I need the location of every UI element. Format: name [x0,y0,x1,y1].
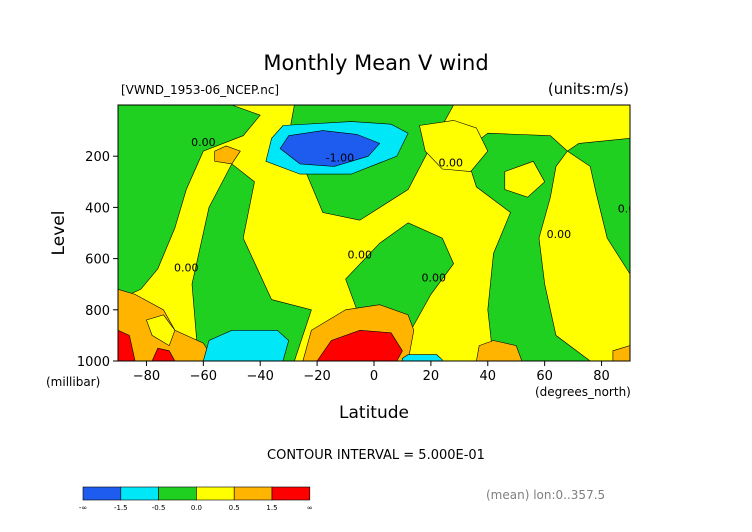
contour-label-3: 0.00 [439,156,464,169]
contour-label-7: 0.00 [348,249,373,262]
x-tick-label: −40 [247,369,274,384]
legend-label: 0.0 [191,504,202,512]
legend-swatch [82,486,122,501]
x-tick-label: 60 [536,369,553,384]
contour-region-15 [476,340,523,361]
contour-interval-label: CONTOUR INTERVAL = 5.000E-01 [267,448,485,463]
x-units-label: (degrees_north) [535,385,631,399]
x-tick-label: 80 [593,369,610,384]
y-tick-label: 600 [85,253,110,268]
legend-label: -∞ [79,504,87,512]
legend-swatch [120,486,159,501]
legend-swatch [271,486,311,501]
dataset-label: [VWND_1953-06_NCEP.nc] [121,83,279,97]
legend-label: -1.5 [114,504,128,512]
x-axis-label: Latitude [339,403,409,423]
contour-region-20 [402,354,443,361]
plot-area: 0.00 0.00 -1.00 0.00 0.00 0.00 0.00 0.00 0.00 [117,95,643,362]
contour-label-8: 0.00 [421,272,446,285]
legend-label: -0.5 [152,504,166,512]
contour-region-13 [151,347,176,361]
legend-label: ∞ [307,504,313,512]
x-tick-label: 40 [480,369,497,384]
x-tick-label: −20 [303,369,330,384]
color-legend: -∞ -1.5 -0.5 0.0 0.5 1.5 ∞ [79,486,313,512]
contour-region-18 [279,130,381,167]
legend-swatch [233,486,273,501]
y-tick-label: 400 [85,201,110,216]
contour-label-0: 0.00 [362,95,387,108]
contour-region-7 [504,160,546,198]
y-tick-label: 800 [85,304,110,319]
y-units-label: (millibar) [46,375,100,389]
y-tick-label: 200 [85,150,110,165]
contour-label-1: 0.00 [191,136,216,149]
legend-label: 0.5 [229,504,240,512]
contour-region-9 [316,329,403,361]
contour-region-14 [214,145,241,165]
averaging-label: (mean) lon:0..357.5 [486,488,605,502]
y-tick-label: 1000 [77,355,110,370]
contour-region-19 [202,329,290,361]
contour-label-6: 0.00 [174,261,199,274]
contour-region-2 [118,105,261,300]
contour-region-11 [146,314,176,347]
contour-label-5: 0.00 [547,228,572,241]
x-tick-label: −80 [133,369,160,384]
x-tick-label: 20 [423,369,440,384]
legend-label: 1.5 [266,504,277,512]
contour-region-12 [118,329,136,361]
x-tick-label: 0 [370,369,378,384]
contour-region-6 [538,150,630,361]
contour-region-3 [191,163,312,361]
legend-swatch [158,486,197,501]
chart-title: Monthly Mean V wind [263,51,488,75]
contour-label-4: 0.00 [618,203,643,216]
x-tick-label: −60 [190,369,217,384]
legend-swatch [196,486,235,501]
y-axis-label: Level [49,211,69,256]
contour-region-5 [419,120,489,172]
units-label: (units:m/s) [548,80,629,98]
contour-label-2: -1.00 [326,151,354,164]
contour-region-16 [612,345,630,361]
